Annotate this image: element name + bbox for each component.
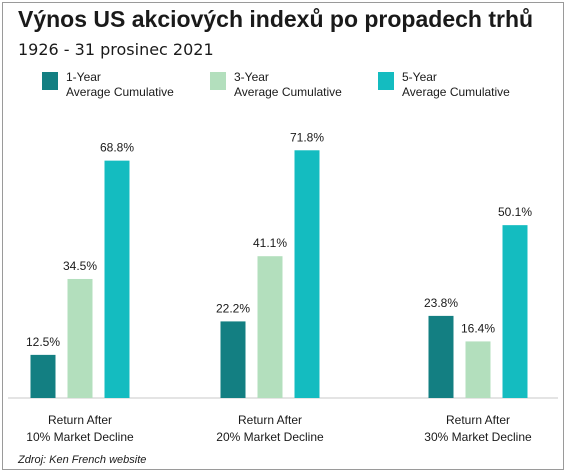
data-label-3-year-group-1: 34.5% bbox=[63, 259, 97, 273]
bar-1-year-group-1 bbox=[30, 354, 56, 398]
data-label-3-year-group-3: 16.4% bbox=[461, 321, 495, 335]
legend-label-1-year: 1-Year Average Cumulative bbox=[66, 70, 174, 99]
legend-label-3-year: 3-Year Average Cumulative bbox=[234, 70, 342, 99]
source-note: Zdroj: Ken French website bbox=[18, 454, 147, 466]
bar-1-year-group-2 bbox=[220, 321, 246, 398]
data-label-5-year-group-2: 71.8% bbox=[290, 130, 324, 144]
legend-swatch-3-year bbox=[210, 72, 226, 90]
legend-swatch-5-year bbox=[378, 72, 394, 90]
chart-title: Výnos US akciových indexů po propadech t… bbox=[18, 6, 534, 32]
data-label-5-year-group-1: 68.8% bbox=[100, 141, 134, 155]
bar-5-year-group-2 bbox=[294, 150, 320, 398]
data-label-1-year-group-3: 23.8% bbox=[424, 296, 458, 310]
data-label-3-year-group-2: 41.1% bbox=[253, 236, 287, 250]
category-label-1: Return After 10% Market Decline bbox=[26, 413, 134, 444]
bar-3-year-group-2 bbox=[257, 256, 283, 398]
category-label-2: Return After 20% Market Decline bbox=[216, 413, 324, 444]
data-label-1-year-group-2: 22.2% bbox=[216, 301, 250, 315]
category-label-3: Return After 30% Market Decline bbox=[424, 413, 532, 444]
chart-subtitle: 1926 - 31 prosinec 2021 bbox=[18, 40, 214, 59]
data-label-1-year-group-1: 12.5% bbox=[26, 335, 60, 349]
data-label-5-year-group-3: 50.1% bbox=[498, 205, 532, 219]
legend-label-5-year: 5-Year Average Cumulative bbox=[402, 70, 510, 99]
bar-3-year-group-1 bbox=[67, 278, 93, 398]
bar-1-year-group-3 bbox=[428, 315, 454, 398]
bar-5-year-group-3 bbox=[502, 225, 528, 398]
bar-5-year-group-1 bbox=[104, 160, 130, 398]
bar-3-year-group-3 bbox=[465, 341, 491, 398]
legend-swatch-1-year bbox=[42, 72, 58, 90]
